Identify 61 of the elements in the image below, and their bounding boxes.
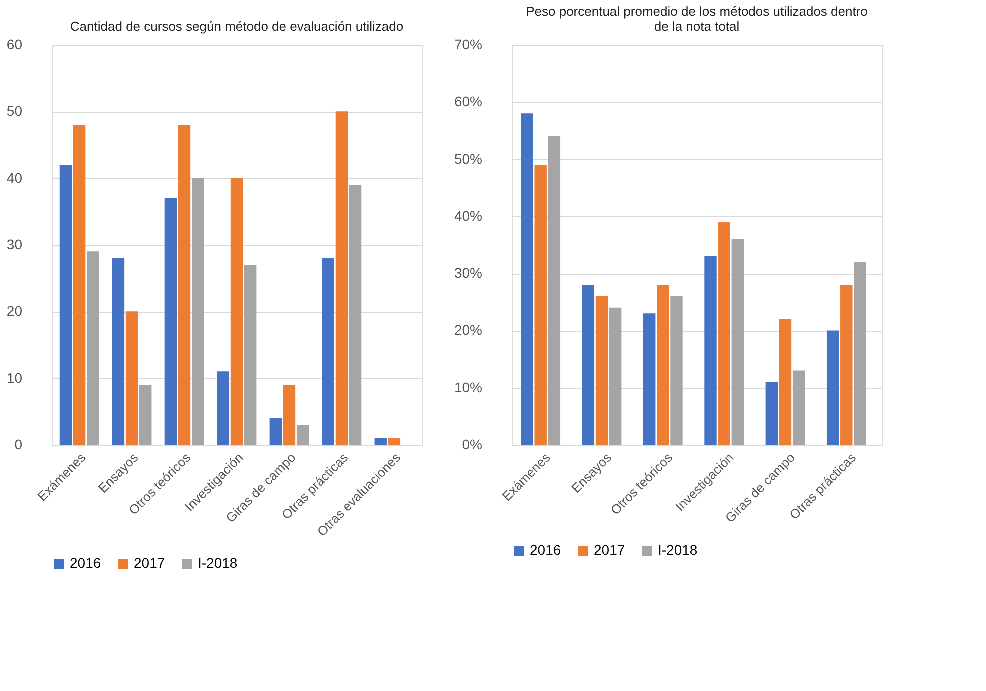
bar <box>230 178 244 445</box>
y-tick-label: 70% <box>454 36 482 52</box>
bar <box>582 285 595 445</box>
bar <box>732 239 744 445</box>
bar <box>657 285 670 445</box>
bar <box>792 370 806 445</box>
bar <box>140 385 152 445</box>
bar <box>322 258 334 445</box>
y-tick-label: 40 <box>6 170 23 186</box>
bar <box>374 438 387 445</box>
y-tick-label: 40% <box>454 208 482 224</box>
y-tick-label: 50% <box>454 150 482 167</box>
bar <box>192 178 204 445</box>
y-tick-label: 60 <box>6 36 23 52</box>
bar <box>643 314 656 445</box>
bar <box>388 438 401 445</box>
chart-title: Cantidad de cursos según método de evaluación utilizado <box>70 19 404 34</box>
bar <box>217 372 230 445</box>
bar <box>766 382 778 445</box>
bar <box>718 222 730 445</box>
bar <box>60 165 72 445</box>
bar <box>840 285 853 445</box>
bar <box>670 296 683 445</box>
bar <box>244 265 257 445</box>
y-tick-label: 30% <box>454 265 482 282</box>
legend-label: 2017 <box>134 555 166 571</box>
y-tick-label: 20 <box>6 303 23 320</box>
bar <box>296 425 310 445</box>
bar <box>270 418 282 445</box>
bar <box>178 125 191 445</box>
bar <box>609 308 622 445</box>
chart-title: Peso porcentual promedio de los métodos utilizados dentro de la nota total <box>526 4 868 34</box>
bar <box>73 125 86 445</box>
bar <box>854 262 866 445</box>
legend-label: 2016 <box>530 542 562 558</box>
y-tick-label: 30 <box>6 236 23 252</box>
legend-label: 2016 <box>70 555 102 571</box>
bar <box>164 198 178 445</box>
y-tick-label: 60% <box>454 94 482 110</box>
legend-label: I-2018 <box>198 555 238 571</box>
bar <box>548 136 561 445</box>
bar <box>596 296 608 445</box>
y-tick-label: 50 <box>6 103 23 120</box>
y-tick-label: 0% <box>462 436 482 452</box>
bar <box>534 165 547 445</box>
bar <box>779 319 792 445</box>
bar <box>826 330 840 445</box>
legend-label: I-2018 <box>658 542 698 558</box>
y-tick-label: 0 <box>14 436 23 452</box>
y-tick-label: 10 <box>6 370 23 386</box>
bar <box>283 385 296 445</box>
bar <box>349 185 362 445</box>
bar <box>521 114 534 445</box>
bar <box>126 312 138 445</box>
y-tick-label: 10% <box>454 379 482 396</box>
bar <box>336 112 348 445</box>
legend-label: 2017 <box>594 542 626 558</box>
bar <box>704 256 717 445</box>
bar <box>112 258 125 445</box>
y-tick-label: 20% <box>454 322 482 338</box>
bar <box>87 252 100 445</box>
